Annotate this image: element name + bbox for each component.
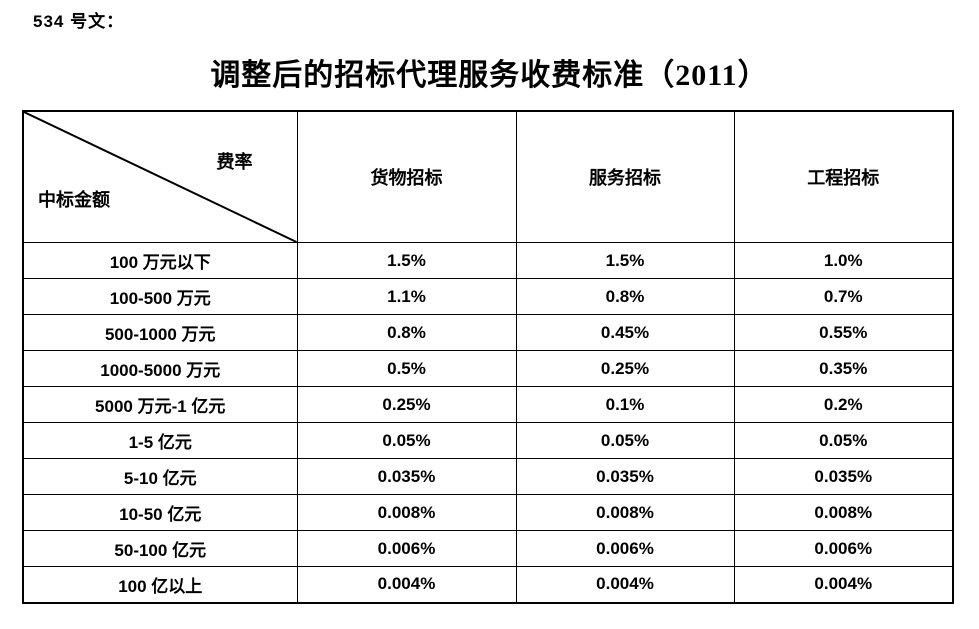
value-cell: 0.7% xyxy=(733,278,954,315)
row-label-cell: 100 亿以上 xyxy=(22,566,298,603)
value-cell: 0.25% xyxy=(296,386,517,423)
value-cell: 1.0% xyxy=(733,242,954,279)
table-row: 100 万元以下 1.5% 1.5% 1.0% xyxy=(22,242,954,279)
value-cell: 1.5% xyxy=(515,242,735,279)
value-cell: 0.004% xyxy=(733,566,954,603)
value-cell: 0.008% xyxy=(515,494,735,531)
doc-number-label: 534 号文： xyxy=(33,12,125,31)
table-row: 10-50 亿元 0.008% 0.008% 0.008% xyxy=(22,494,954,531)
corner-cell-inner: 费率 中标金额 xyxy=(24,112,297,242)
column-header-service: 服务招标 xyxy=(515,110,735,243)
row-label-cell: 100 万元以下 xyxy=(22,242,298,279)
corner-label-fee-rate: 费率 xyxy=(216,152,253,172)
table-header-row: 费率 中标金额 货物招标 服务招标 工程招标 xyxy=(22,110,954,243)
table-row: 5000 万元-1 亿元 0.25% 0.1% 0.2% xyxy=(22,386,954,423)
value-cell: 0.004% xyxy=(296,566,517,603)
value-cell: 0.006% xyxy=(733,530,954,567)
row-label-cell: 500-1000 万元 xyxy=(22,314,298,351)
table-row: 50-100 亿元 0.006% 0.006% 0.006% xyxy=(22,530,954,567)
corner-header-cell: 费率 中标金额 xyxy=(22,110,298,243)
table-row: 1-5 亿元 0.05% 0.05% 0.05% xyxy=(22,422,954,459)
value-cell: 0.55% xyxy=(733,314,954,351)
column-header-engineering: 工程招标 xyxy=(733,110,954,243)
row-label-cell: 100-500 万元 xyxy=(22,278,298,315)
row-label-cell: 50-100 亿元 xyxy=(22,530,298,567)
value-cell: 0.8% xyxy=(515,278,735,315)
value-cell: 0.5% xyxy=(296,350,517,387)
value-cell: 0.035% xyxy=(733,458,954,495)
table-row: 100 亿以上 0.004% 0.004% 0.004% xyxy=(22,566,954,603)
value-cell: 1.1% xyxy=(296,278,517,315)
table-row: 500-1000 万元 0.8% 0.45% 0.55% xyxy=(22,314,954,351)
table-row: 100-500 万元 1.1% 0.8% 0.7% xyxy=(22,278,954,315)
row-label-cell: 10-50 亿元 xyxy=(22,494,298,531)
column-header-goods: 货物招标 xyxy=(296,110,517,243)
value-cell: 0.008% xyxy=(296,494,517,531)
value-cell: 0.008% xyxy=(733,494,954,531)
value-cell: 0.004% xyxy=(515,566,735,603)
value-cell: 0.006% xyxy=(515,530,735,567)
value-cell: 0.035% xyxy=(296,458,517,495)
fee-rate-table: 费率 中标金额 货物招标 服务招标 工程招标 100 万元以下 1.5% 1.5… xyxy=(22,110,954,604)
value-cell: 0.05% xyxy=(515,422,735,459)
row-label-cell: 1-5 亿元 xyxy=(22,422,298,459)
value-cell: 0.05% xyxy=(733,422,954,459)
value-cell: 0.05% xyxy=(296,422,517,459)
value-cell: 0.2% xyxy=(733,386,954,423)
row-label-cell: 5000 万元-1 亿元 xyxy=(22,386,298,423)
value-cell: 0.35% xyxy=(733,350,954,387)
table-row: 1000-5000 万元 0.5% 0.25% 0.35% xyxy=(22,350,954,387)
value-cell: 0.1% xyxy=(515,386,735,423)
value-cell: 1.5% xyxy=(296,242,517,279)
row-label-cell: 1000-5000 万元 xyxy=(22,350,298,387)
row-label-cell: 5-10 亿元 xyxy=(22,458,298,495)
value-cell: 0.8% xyxy=(296,314,517,351)
value-cell: 0.25% xyxy=(515,350,735,387)
value-cell: 0.006% xyxy=(296,530,517,567)
page-title: 调整后的招标代理服务收费标准（2011） xyxy=(210,59,769,92)
diagonal-line xyxy=(24,112,297,242)
table-row: 5-10 亿元 0.035% 0.035% 0.035% xyxy=(22,458,954,495)
value-cell: 0.035% xyxy=(515,458,735,495)
corner-label-bid-amount: 中标金额 xyxy=(38,190,110,210)
value-cell: 0.45% xyxy=(515,314,735,351)
